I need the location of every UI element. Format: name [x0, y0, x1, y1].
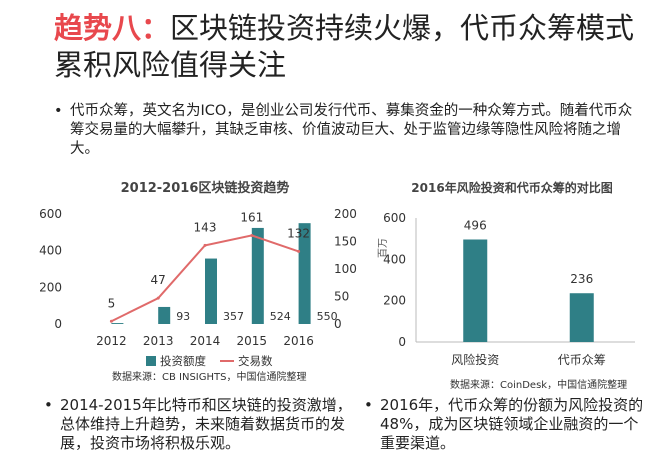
chart1-line-point — [203, 243, 207, 247]
chart1-right-tick-label: 150 — [334, 235, 357, 249]
chart2-x-tick-label: 代币众筹 — [558, 353, 606, 367]
chart1-line-point — [297, 249, 301, 253]
chart1-x-tick-label: 2014 — [190, 334, 221, 348]
chart1-right-tick-label: 50 — [334, 290, 349, 304]
chart1-bar — [251, 227, 264, 324]
chart1-legend-bar-swatch — [146, 356, 156, 366]
chart1-left-tick-label: 400 — [39, 244, 62, 258]
chart2-y-tick-label: 600 — [383, 211, 406, 225]
chart1-line-label: 161 — [240, 210, 263, 224]
chart1-bar — [205, 258, 217, 324]
chart1-x-tick-label: 2016 — [283, 334, 314, 348]
bullet-dot-icon: • — [44, 396, 53, 414]
chart1-left-tick-label: 200 — [39, 280, 62, 294]
chart2-y-tick-label: 400 — [383, 252, 406, 266]
chart1-line-label: 132 — [287, 226, 310, 240]
chart1-line-point — [250, 233, 254, 237]
chart1-bar — [111, 323, 124, 324]
bullet-top: • 代币众筹，英文名为ICO，是创业公司发行代币、募集资金的一种众筹方式。随着代币… — [54, 102, 640, 159]
chart1-x-tick-label: 2013 — [143, 334, 174, 348]
chart2-bar — [569, 293, 594, 342]
chart1-right-tick-label: 100 — [334, 262, 357, 276]
chart1-bar-label: 524 — [270, 310, 291, 323]
chart2-title: 2016年风险投资和代币众筹的对比图 — [411, 180, 612, 195]
title-rest: 区块链投资持续火爆，代币众筹模式累积风险值得关注 — [54, 11, 635, 82]
chart1-line-point — [109, 319, 113, 323]
chart2-bar — [463, 239, 488, 342]
bullet-bottom-right: • 2016年，代币众筹的份额为风险投资的48%，成为区块链领域企业融资的一个重要… — [364, 396, 650, 453]
chart1-right-tick-label: 0 — [334, 317, 342, 331]
chart1-x-tick-label: 2012 — [96, 334, 127, 348]
chart2-source: 数据来源：CoinDesk，中国信通院整理 — [450, 378, 627, 391]
chart1-line-label: 47 — [151, 273, 166, 287]
chart-investment-trend: 2012-2016区块链投资趋势 0 200 400 600 0 50 100 150 200 93… — [39, 180, 357, 383]
bullet-bottom-left-text: 2014-2015年比特币和区块链的投资激增，总体维持上升趋势，未来随着数据货币… — [60, 396, 352, 452]
chart2-y-tick-label: 200 — [383, 294, 406, 308]
chart2-y-tick-label: 0 — [398, 335, 406, 349]
chart2-bar-label: 496 — [464, 218, 487, 232]
chart1-right-tick-label: 200 — [334, 207, 357, 221]
chart1-bar — [298, 223, 311, 324]
bullet-bottom-right-text: 2016年，代币众筹的份额为风险投资的48%，成为区块链领域企业融资的一个重要渠… — [380, 396, 644, 452]
chart1-legend-line-label: 交易数 — [238, 354, 273, 368]
bullet-bottom-left: • 2014-2015年比特币和区块链的投资激增，总体维持上升趋势，未来随着数据货… — [44, 396, 360, 453]
chart1-legend-bar-label: 投资额度 — [160, 354, 206, 368]
chart2-x-tick-label: 风险投资 — [451, 352, 499, 367]
chart1-source: 数据来源：CB INSIGHTS，中国信通院整理 — [112, 370, 306, 383]
chart1-left-tick-label: 600 — [39, 207, 62, 221]
bullet-top-text: 代币众筹，英文名为ICO，是创业公司发行代币、募集资金的一种众筹方式。随着代币众… — [70, 103, 633, 157]
title-highlight: 趋势八： — [54, 11, 171, 45]
chart2-bar-label: 236 — [570, 272, 593, 286]
bullet-dot-icon: • — [364, 396, 373, 414]
chart1-line-label: 5 — [108, 296, 116, 310]
chart1-bar-label: 357 — [223, 310, 244, 323]
chart1-bar-label: 550 — [317, 310, 338, 323]
chart2-y-axis-label: 百万 — [377, 238, 389, 258]
chart1-line-point — [156, 296, 160, 300]
bullet-dot-icon: • — [54, 103, 63, 119]
chart1-title: 2012-2016区块链投资趋势 — [121, 180, 290, 196]
chart1-x-tick-label: 2015 — [237, 334, 268, 348]
chart1-bar-label: 93 — [176, 310, 190, 323]
chart1-left-tick-label: 0 — [54, 317, 62, 331]
page-title: 趋势八：区块链投资持续火爆，代币众筹模式累积风险值得关注 — [54, 10, 644, 84]
chart1-line-label: 143 — [194, 220, 217, 234]
chart1-bar — [158, 306, 171, 324]
